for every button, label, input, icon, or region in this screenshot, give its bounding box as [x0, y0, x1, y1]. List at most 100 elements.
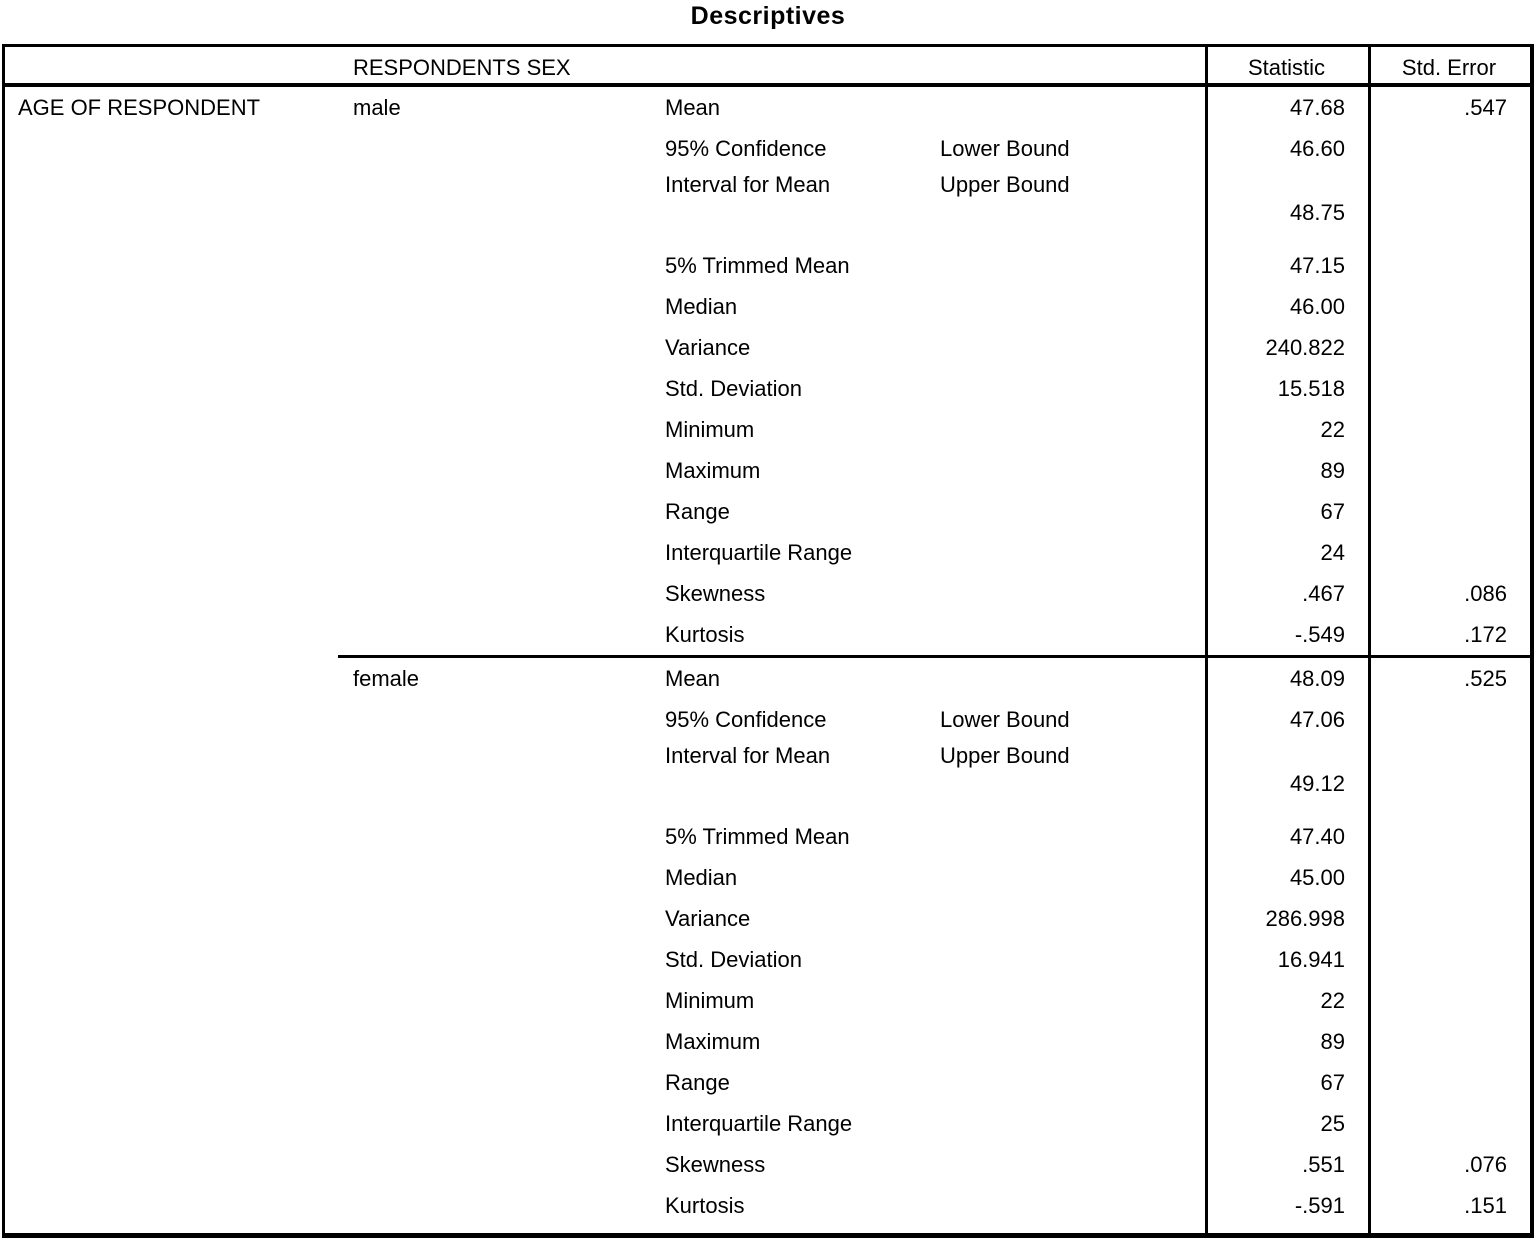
- stat-row-ci-lower: 95% Confidence Lower Bound 47.06: [665, 699, 1530, 740]
- column-divider-std-error: [1368, 47, 1371, 1233]
- statistic-value: 46.60: [1289, 136, 1345, 161]
- stat-row-ci-upper: Interval for Mean Upper Bound 48.75: [665, 169, 1530, 231]
- statistic-value: 48.09: [1289, 666, 1345, 691]
- stat-label: Mean: [665, 95, 721, 120]
- column-header-respondents-sex: RESPONDENTS SEX: [353, 55, 571, 80]
- std-error-value: [1368, 286, 1530, 327]
- group-female: female Mean 48.09 .525 95% Confidence Lo…: [5, 658, 1530, 1226]
- stat-row-mean: Mean 48.09 .525: [665, 658, 1530, 699]
- std-error-value: .151: [1464, 1193, 1507, 1218]
- stat-sub-label: [940, 1185, 1205, 1226]
- statistic-value: 286.998: [1265, 906, 1345, 931]
- stat-sub-label: [940, 327, 1205, 368]
- row-header-age-of-respondent: AGE OF RESPONDENT: [18, 95, 261, 120]
- std-error-value: [1368, 491, 1530, 532]
- stat-row-median: Median 45.00: [665, 857, 1530, 898]
- stat-sub-label: Upper Bound: [940, 743, 1070, 768]
- stat-sub-label: [940, 409, 1205, 450]
- section-gap: [665, 802, 1530, 816]
- stat-row-trimmed-mean: 5% Trimmed Mean 47.15: [665, 245, 1530, 286]
- statistic-value: 15.518: [1277, 376, 1345, 401]
- stat-row-variance: Variance 240.822: [665, 327, 1530, 368]
- std-error-value: [1368, 327, 1530, 368]
- statistic-value: 89: [1320, 458, 1345, 483]
- stat-row-std-deviation: Std. Deviation 16.941: [665, 939, 1530, 980]
- table-body: AGE OF RESPONDENT male Mean 47.68 .547 9…: [5, 87, 1530, 1226]
- std-error-value: .076: [1464, 1152, 1507, 1177]
- stat-sub-label: [940, 532, 1205, 573]
- stat-sub-label: [940, 1062, 1205, 1103]
- stat-row-maximum: Maximum 89: [665, 450, 1530, 491]
- page-title: Descriptives: [690, 2, 846, 30]
- stat-row-skewness: Skewness .467 .086: [665, 573, 1530, 614]
- stat-label: Median: [665, 865, 738, 890]
- stat-label: Kurtosis: [665, 622, 745, 647]
- stat-row-ci-lower: 95% Confidence Lower Bound 46.60: [665, 128, 1530, 169]
- stat-row-mean: Mean 47.68 .547: [665, 87, 1530, 128]
- stat-sub-label: [940, 939, 1205, 980]
- table-header-row: RESPONDENTS SEX Statistic Std. Error: [5, 47, 1530, 87]
- statistic-value: -.591: [1294, 1193, 1345, 1218]
- group-label-female: female: [353, 666, 420, 691]
- stat-label: Median: [665, 294, 738, 319]
- stat-label: 5% Trimmed Mean: [665, 824, 850, 849]
- statistic-value: 49.12: [1289, 771, 1345, 796]
- male-female-divider: [338, 655, 1530, 658]
- stat-label: Mean: [665, 666, 721, 691]
- stat-sub-label: [940, 450, 1205, 491]
- column-divider-statistic: [1205, 47, 1208, 1233]
- std-error-value: [1368, 1021, 1530, 1062]
- stat-label: Minimum: [665, 988, 755, 1013]
- descriptives-table: RESPONDENTS SEX Statistic Std. Error AGE…: [2, 44, 1534, 1238]
- std-error-value: .525: [1464, 666, 1507, 691]
- stat-row-trimmed-mean: 5% Trimmed Mean 47.40: [665, 816, 1530, 857]
- std-error-value: [1368, 368, 1530, 409]
- stat-sub-label: [940, 1021, 1205, 1062]
- std-error-value: [1368, 1103, 1530, 1144]
- stat-row-median: Median 46.00: [665, 286, 1530, 327]
- statistic-value: -.549: [1294, 622, 1345, 647]
- stat-label: Std. Deviation: [665, 376, 802, 401]
- stat-row-ci-upper: Interval for Mean Upper Bound 49.12: [665, 740, 1530, 802]
- std-error-value: [1368, 699, 1530, 740]
- stat-row-std-deviation: Std. Deviation 15.518: [665, 368, 1530, 409]
- std-error-value: .086: [1464, 581, 1507, 606]
- stat-sub-label: Lower Bound: [940, 707, 1070, 732]
- std-error-value: [1368, 980, 1530, 1021]
- column-header-std-error: Std. Error: [1401, 55, 1497, 80]
- stat-label: Maximum: [665, 458, 761, 483]
- statistic-value: 47.68: [1289, 95, 1345, 120]
- stat-row-range: Range 67: [665, 491, 1530, 532]
- stat-sub-label: [940, 1103, 1205, 1144]
- stat-label: Variance: [665, 906, 751, 931]
- statistic-value: 67: [1320, 499, 1345, 524]
- stat-row-skewness: Skewness .551 .076: [665, 1144, 1530, 1185]
- stat-sub-label: [940, 980, 1205, 1021]
- stat-label: 95% Confidence: [665, 136, 827, 161]
- stat-row-interquartile-range: Interquartile Range 24: [665, 532, 1530, 573]
- statistic-value: 22: [1320, 417, 1345, 442]
- std-error-value: .172: [1464, 622, 1507, 647]
- stat-label: Variance: [665, 335, 751, 360]
- statistic-value: 240.822: [1265, 335, 1345, 360]
- statistic-value: 46.00: [1289, 294, 1345, 319]
- stat-label: Skewness: [665, 1152, 766, 1177]
- statistic-value: 48.75: [1289, 200, 1345, 225]
- stat-label: Minimum: [665, 417, 755, 442]
- statistic-value: 89: [1320, 1029, 1345, 1054]
- stat-label: Interval for Mean: [665, 172, 831, 197]
- stat-row-kurtosis: Kurtosis -.549 .172: [665, 614, 1530, 655]
- statistic-value: 24: [1320, 540, 1345, 565]
- statistic-value: 67: [1320, 1070, 1345, 1095]
- stat-sub-label: [940, 857, 1205, 898]
- group-male-rows: Mean 47.68 .547 95% Confidence Lower Bou…: [665, 87, 1530, 655]
- stat-sub-label: [940, 245, 1205, 286]
- statistic-value: 16.941: [1277, 947, 1345, 972]
- stat-label: Interval for Mean: [665, 743, 831, 768]
- stat-sub-label: [940, 1144, 1205, 1185]
- section-gap: [665, 231, 1530, 245]
- stat-row-kurtosis: Kurtosis -.591 .151: [665, 1185, 1530, 1226]
- std-error-value: .547: [1464, 95, 1507, 120]
- stat-row-range: Range 67: [665, 1062, 1530, 1103]
- statistic-value: 25: [1320, 1111, 1345, 1136]
